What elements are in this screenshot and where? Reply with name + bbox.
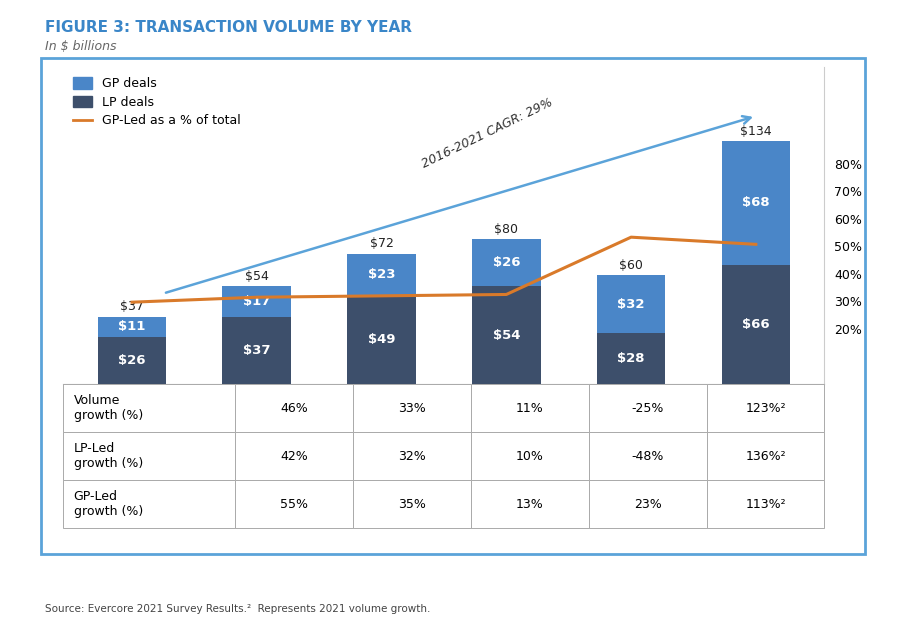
- Bar: [472, 239, 541, 286]
- Text: $68: $68: [742, 196, 770, 209]
- Text: $80: $80: [495, 223, 518, 236]
- Text: In $ billions: In $ billions: [45, 40, 117, 52]
- Text: $60: $60: [619, 259, 643, 272]
- Text: $11: $11: [119, 321, 146, 333]
- Bar: [98, 317, 167, 337]
- Text: $54: $54: [245, 269, 269, 283]
- Text: $26: $26: [119, 354, 146, 367]
- Bar: [721, 264, 790, 384]
- Bar: [597, 333, 665, 384]
- Text: $37: $37: [243, 344, 271, 357]
- Text: $23: $23: [368, 268, 395, 281]
- Text: $54: $54: [493, 328, 520, 342]
- Bar: [597, 275, 665, 333]
- Text: $32: $32: [617, 298, 645, 311]
- Text: FIGURE 3: TRANSACTION VOLUME BY YEAR: FIGURE 3: TRANSACTION VOLUME BY YEAR: [45, 20, 412, 35]
- Text: $17: $17: [243, 295, 271, 308]
- Text: Source: Evercore 2021 Survey Results.²  Represents 2021 volume growth.: Source: Evercore 2021 Survey Results.² R…: [45, 604, 430, 614]
- Text: 2016-2021 CAGR: 29%: 2016-2021 CAGR: 29%: [420, 95, 555, 170]
- Text: $49: $49: [368, 333, 395, 346]
- Text: $28: $28: [617, 352, 645, 365]
- Text: $37: $37: [120, 300, 144, 314]
- Bar: [347, 253, 416, 295]
- Bar: [223, 317, 291, 384]
- Bar: [347, 295, 416, 384]
- Text: $26: $26: [493, 256, 520, 269]
- Bar: [223, 286, 291, 317]
- Bar: [98, 337, 167, 384]
- Bar: [472, 286, 541, 384]
- Bar: [721, 141, 790, 264]
- Text: $134: $134: [740, 125, 772, 138]
- Text: $66: $66: [742, 318, 770, 331]
- Text: $72: $72: [370, 237, 393, 250]
- Legend: GP deals, LP deals, GP-Led as a % of total: GP deals, LP deals, GP-Led as a % of tot…: [70, 74, 245, 131]
